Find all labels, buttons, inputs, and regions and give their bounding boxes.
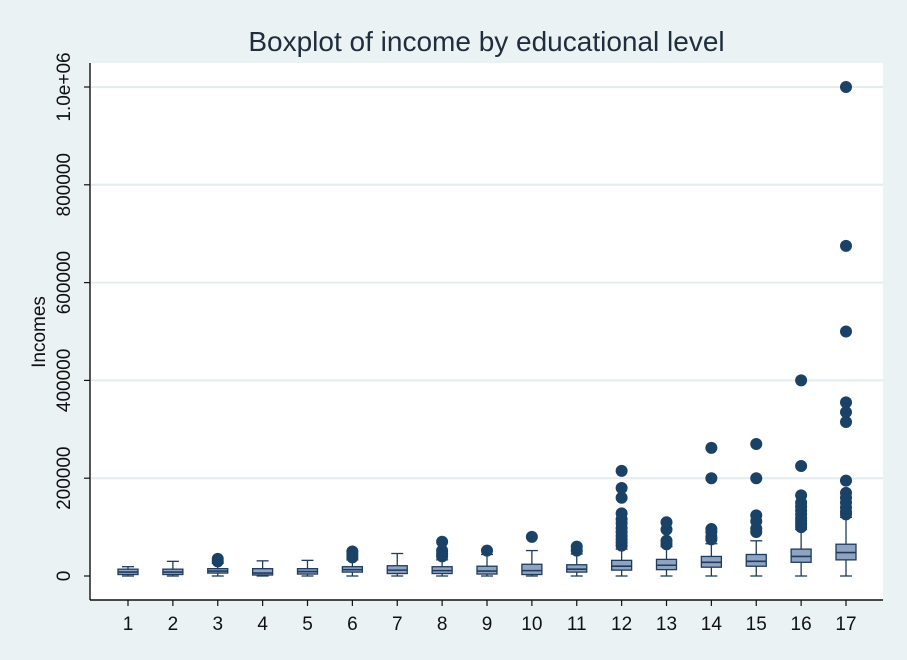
chart-title: Boxplot of income by educational level bbox=[248, 26, 725, 57]
box-group bbox=[655, 516, 678, 577]
outlier-point bbox=[840, 486, 852, 499]
outlier-point bbox=[840, 325, 852, 338]
box-group bbox=[162, 560, 184, 577]
outlier-point bbox=[840, 239, 852, 252]
box-group bbox=[521, 530, 543, 577]
box-iqr bbox=[251, 568, 274, 576]
y-axis-label: Incomes bbox=[29, 296, 50, 368]
x-tick-label: 10 bbox=[521, 614, 542, 635]
box-group bbox=[745, 437, 767, 577]
box-iqr bbox=[521, 563, 543, 576]
y-tick-label: 1.0e+06 bbox=[54, 52, 75, 121]
x-tick-label: 6 bbox=[347, 614, 358, 635]
y-tick-label: 200000 bbox=[54, 446, 75, 509]
outlier-point bbox=[660, 534, 673, 547]
box-group bbox=[117, 566, 139, 577]
outlier-point bbox=[570, 540, 583, 553]
box-group bbox=[610, 464, 633, 577]
x-tick-label: 7 bbox=[392, 614, 403, 635]
box-iqr bbox=[610, 559, 633, 571]
outlier-point bbox=[705, 441, 718, 454]
boxes bbox=[117, 81, 857, 577]
outlier-point bbox=[436, 544, 449, 557]
y-tick-label: 600000 bbox=[54, 251, 75, 314]
outlier-point bbox=[436, 535, 449, 548]
x-tick-label: 5 bbox=[302, 614, 313, 635]
x-tick-label: 4 bbox=[257, 614, 268, 635]
y-tick-label: 0 bbox=[54, 571, 75, 582]
outlier-point bbox=[615, 491, 628, 504]
outlier-point bbox=[705, 472, 718, 485]
outlier-point bbox=[525, 530, 538, 543]
x-tick-label: 11 bbox=[567, 614, 587, 635]
box-group bbox=[207, 552, 229, 577]
outlier-point bbox=[615, 481, 628, 494]
outlier-point bbox=[795, 459, 808, 472]
y-tick-label: 800000 bbox=[54, 153, 75, 216]
y-tick-label: 400000 bbox=[54, 349, 75, 412]
outlier-point bbox=[840, 396, 852, 409]
plot-area bbox=[90, 63, 883, 600]
outlier-point bbox=[840, 415, 852, 428]
x-tick-label: 17 bbox=[835, 614, 856, 635]
outlier-point bbox=[840, 406, 852, 419]
outlier-point bbox=[615, 464, 628, 477]
box-group bbox=[790, 374, 812, 577]
outlier-point bbox=[481, 544, 493, 557]
outlier-point bbox=[840, 474, 852, 487]
box-group bbox=[431, 535, 453, 577]
x-tick-label: 2 bbox=[168, 614, 179, 635]
box-iqr bbox=[745, 553, 767, 567]
x-tick-label: 8 bbox=[437, 614, 448, 635]
box-group bbox=[386, 552, 408, 577]
box-group bbox=[476, 544, 498, 577]
box-group bbox=[341, 545, 364, 577]
outlier-point bbox=[705, 523, 718, 536]
x-tick-label: 9 bbox=[482, 614, 493, 635]
outlier-point bbox=[795, 489, 808, 502]
outlier-point bbox=[795, 374, 808, 387]
outlier-point bbox=[750, 509, 763, 522]
outlier-point bbox=[840, 81, 852, 93]
x-tick-label: 1 bbox=[123, 614, 134, 635]
x-tick-label: 13 bbox=[656, 614, 677, 635]
box-iqr bbox=[476, 565, 498, 575]
x-tick-label: 3 bbox=[212, 614, 223, 635]
outlier-point bbox=[660, 516, 673, 529]
x-tick-label: 16 bbox=[791, 614, 812, 635]
x-tick-label: 12 bbox=[611, 614, 632, 635]
x-tick-label: 14 bbox=[701, 614, 723, 635]
x-tick-label: 15 bbox=[746, 614, 767, 635]
outlier-point bbox=[346, 545, 359, 558]
box-group bbox=[700, 441, 723, 577]
outlier-point bbox=[750, 472, 763, 485]
box-group bbox=[835, 81, 857, 577]
outlier-point bbox=[211, 552, 224, 565]
box-group bbox=[296, 559, 319, 577]
outlier-point bbox=[615, 507, 628, 520]
outlier-point bbox=[750, 437, 763, 450]
box-group bbox=[566, 540, 588, 577]
box-group bbox=[251, 560, 274, 577]
